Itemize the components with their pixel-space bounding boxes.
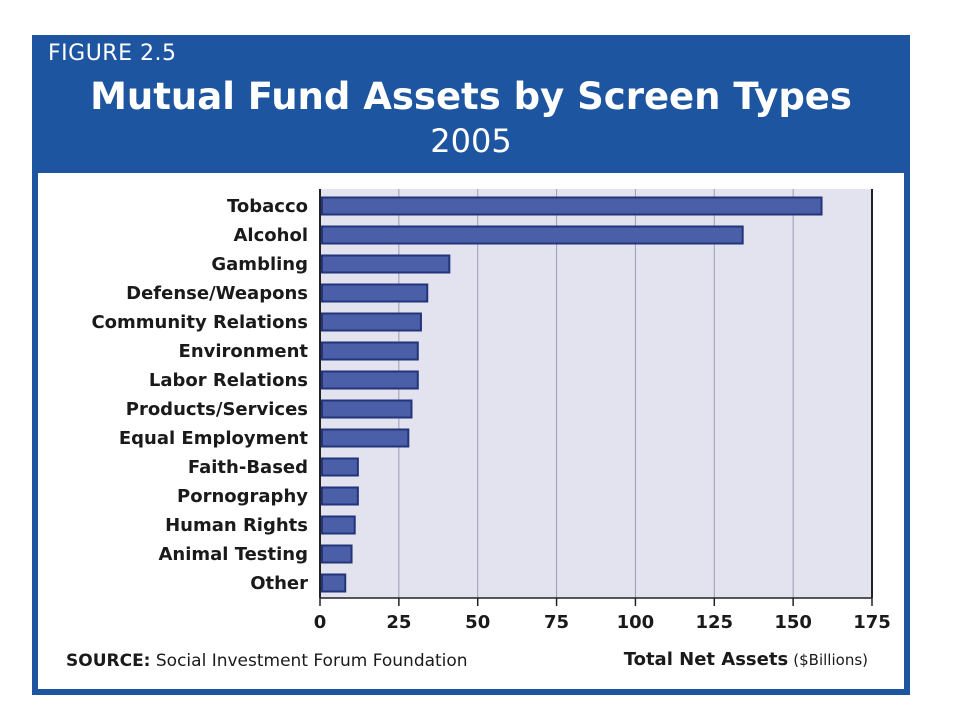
chart-panel: 0 25 50 75 100 125 150 175 Tobacco Alcohol Gamblin…: [38, 173, 904, 689]
category-label: Other: [250, 573, 308, 594]
bar: [321, 196, 823, 216]
category-label: Tobacco: [227, 196, 308, 217]
x-tick-label: 75: [544, 612, 569, 633]
category-label: Alcohol: [234, 225, 309, 246]
bar: [321, 428, 410, 448]
x-axis-title: Total Net Assets ($Billions): [624, 649, 868, 670]
category-label: Environment: [179, 341, 309, 362]
bar: [321, 486, 359, 506]
category-label: Equal Employment: [119, 428, 309, 449]
x-axis-label: Total Net Assets: [623, 649, 789, 670]
category-label: Labor Relations: [149, 370, 308, 391]
category-label: Products/Services: [126, 399, 308, 420]
bar: [321, 370, 419, 390]
category-label: Pornography: [177, 486, 308, 507]
plot-area: [320, 189, 872, 598]
x-tick-label: 25: [386, 612, 411, 633]
bar: [321, 225, 744, 245]
chart-title: Mutual Fund Assets by Screen Types: [90, 75, 852, 118]
bar: [321, 399, 413, 419]
x-tick-label: 100: [617, 612, 655, 633]
bar: [321, 341, 419, 361]
bar-chart: 0 25 50 75 100 125 150 175 Tobacco Alcohol Gamblin…: [91, 189, 891, 633]
figure-frame: FIGURE 2.5 Mutual Fund Assets by Screen …: [32, 35, 910, 695]
source-label: SOURCE:: [66, 651, 151, 671]
x-tick-label: 125: [695, 612, 733, 633]
bar: [321, 312, 422, 332]
category-label: Faith-Based: [188, 457, 308, 478]
chart-subtitle: 2005: [430, 122, 512, 160]
figure-label: FIGURE 2.5: [48, 41, 177, 66]
category-label: Defense/Weapons: [126, 283, 308, 304]
source-text: Social Investment Forum Foundation: [155, 651, 468, 671]
x-tick-label: 150: [774, 612, 812, 633]
category-label: Gambling: [211, 254, 308, 275]
bar: [321, 457, 359, 477]
x-axis-unit: ($Billions): [793, 651, 868, 669]
source-note: SOURCE: Social Investment Forum Foundati…: [66, 651, 468, 671]
bar: [321, 544, 353, 564]
category-label: Animal Testing: [158, 544, 308, 565]
bar: [321, 254, 451, 274]
bar: [321, 515, 356, 535]
x-tick-label: 0: [314, 612, 327, 633]
bar: [321, 283, 429, 303]
x-tick-label: 175: [853, 612, 891, 633]
x-tick-label: 50: [465, 612, 490, 633]
category-label: Human Rights: [165, 515, 308, 536]
category-label: Community Relations: [91, 312, 308, 333]
bar: [321, 573, 347, 593]
